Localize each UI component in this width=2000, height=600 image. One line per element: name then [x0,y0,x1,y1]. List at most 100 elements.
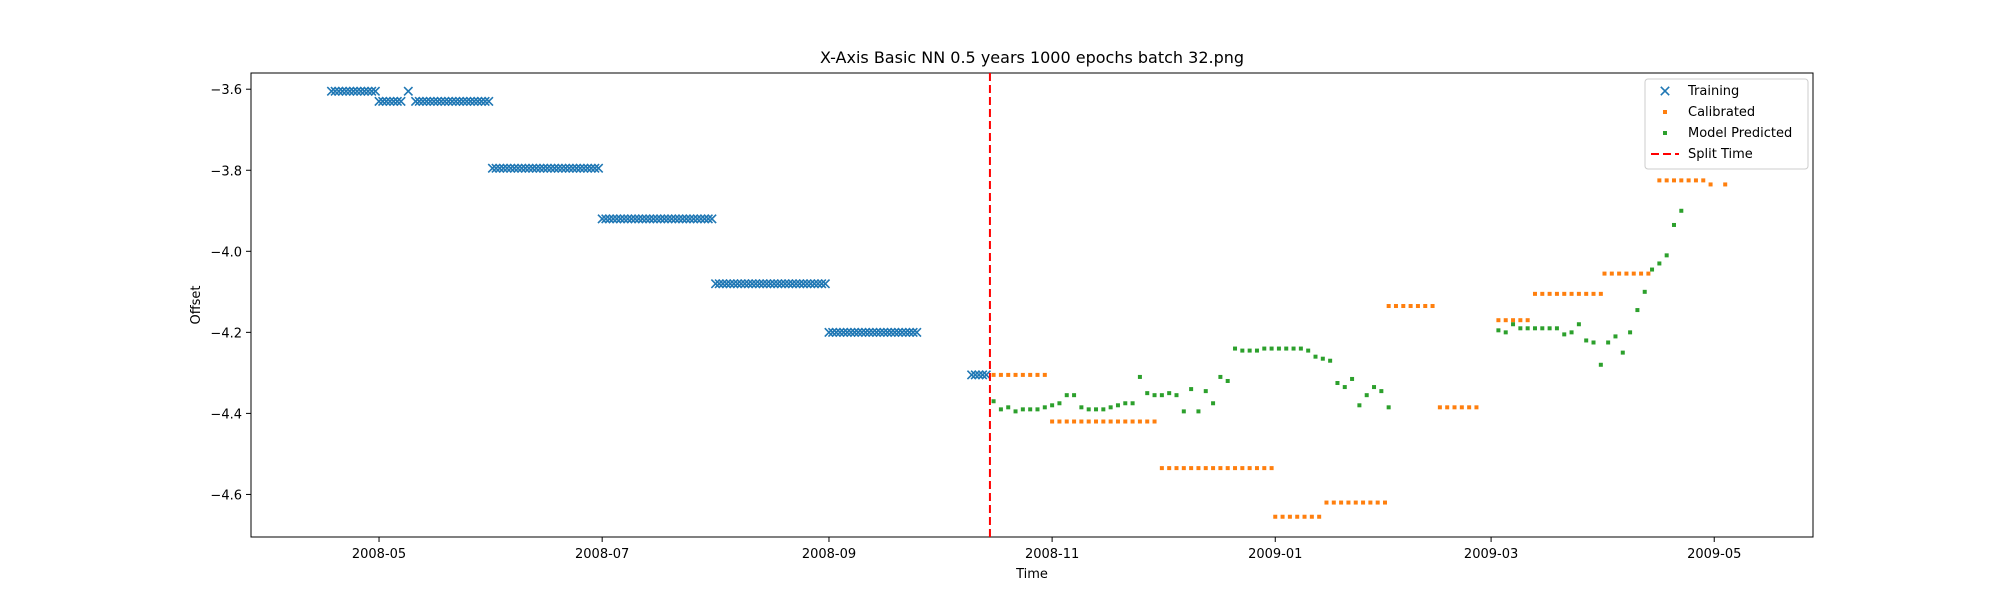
training-point [831,327,842,338]
calibrated-point [1511,318,1516,323]
model-predicted-point [1072,393,1077,398]
training-point [432,96,443,107]
model-predicted-point [1291,346,1296,351]
training-point [443,96,454,107]
training-point [597,214,607,224]
training-point [366,86,377,97]
calibrated-point [1006,372,1011,377]
calibrated-point [1013,372,1018,377]
training-point [414,96,425,107]
model-predicted-point [1525,326,1530,331]
training-point [549,163,560,173]
training-point [714,278,724,289]
training-point [890,327,900,338]
training-point [783,278,794,289]
model-predicted-point [1006,405,1011,410]
training-point [564,163,575,173]
training-point [334,86,344,97]
training-point [418,96,428,107]
training-point [721,278,732,289]
training-point [762,278,772,289]
model-predicted-point [1152,393,1157,398]
training-point [403,86,414,97]
training-point [604,214,615,224]
chart-title: X-Axis Basic NN 0.5 years 1000 epochs ba… [820,48,1244,67]
training-point [348,86,359,97]
calibrated-point [1115,419,1120,424]
model-predicted-point [1576,322,1581,327]
calibrated-point [1467,405,1472,410]
x-axis-label: Time [1015,567,1048,582]
calibrated-point [1569,291,1574,296]
y-tick-label: −4.2 [210,326,242,341]
training-point [769,278,779,289]
calibrated-point [1050,419,1055,424]
calibrated-point [1554,291,1559,296]
training-point [879,327,889,338]
calibrated-point [1057,419,1062,424]
calibrated-point [1035,372,1040,377]
training-point [480,96,490,107]
training-point [860,327,871,338]
calibrated-point [1181,466,1186,471]
series-calibrated [991,178,1728,519]
calibrated-point [1262,466,1267,471]
training-point [608,214,618,224]
calibrated-point [1532,291,1537,296]
model-predicted-point [1094,407,1099,412]
legend-label-model-predicted: Model Predicted [1688,126,1792,141]
calibrated-point [1339,500,1344,505]
training-point [743,278,754,289]
training-point [871,327,882,338]
calibrated-point [1445,405,1450,410]
training-point [787,278,798,289]
training-point [685,214,695,224]
model-predicted-point [1196,409,1201,414]
training-point [370,86,381,97]
calibrated-point [1452,405,1457,410]
calibrated-point [1159,466,1164,471]
calibrated-point [1295,514,1300,519]
model-predicted-point [1554,326,1559,331]
model-predicted-point [1562,332,1567,337]
calibrated-point [1525,318,1530,323]
model-predicted-point [1518,326,1523,331]
training-point [901,327,911,338]
training-point [337,86,348,97]
training-point [502,163,512,173]
calibrated-point [1273,514,1278,519]
calibrated-point [998,372,1003,377]
calibrated-point [1393,304,1398,309]
calibrated-point [1240,466,1245,471]
training-point [388,96,399,107]
training-point [820,278,831,289]
model-predicted-point [1123,401,1128,406]
training-point [835,327,845,338]
calibrated-point [1437,405,1442,410]
training-point [886,327,896,338]
model-predicted-point [1101,407,1106,412]
model-predicted-point [1569,330,1574,335]
training-point [912,327,922,338]
training-point [754,278,765,289]
calibrated-point [1203,466,1208,471]
model-predicted-point [1335,381,1340,386]
training-point [326,86,337,97]
training-point [864,327,874,338]
training-point [699,214,710,224]
calibrated-point [1123,419,1128,424]
training-point [509,163,520,173]
model-predicted-point [1247,348,1252,353]
training-point [641,214,651,224]
model-predicted-point [1313,354,1318,359]
y-axis-label: Offset [189,285,204,324]
model-predicted-point [1086,407,1091,412]
calibrated-point [1617,271,1622,276]
training-point [729,278,739,289]
model-predicted-point [1284,346,1289,351]
training-point [487,163,498,173]
training-point [692,214,703,224]
training-point [648,214,659,224]
model-predicted-point [1035,407,1040,412]
x-tick-label: 2008-11 [1025,547,1079,562]
